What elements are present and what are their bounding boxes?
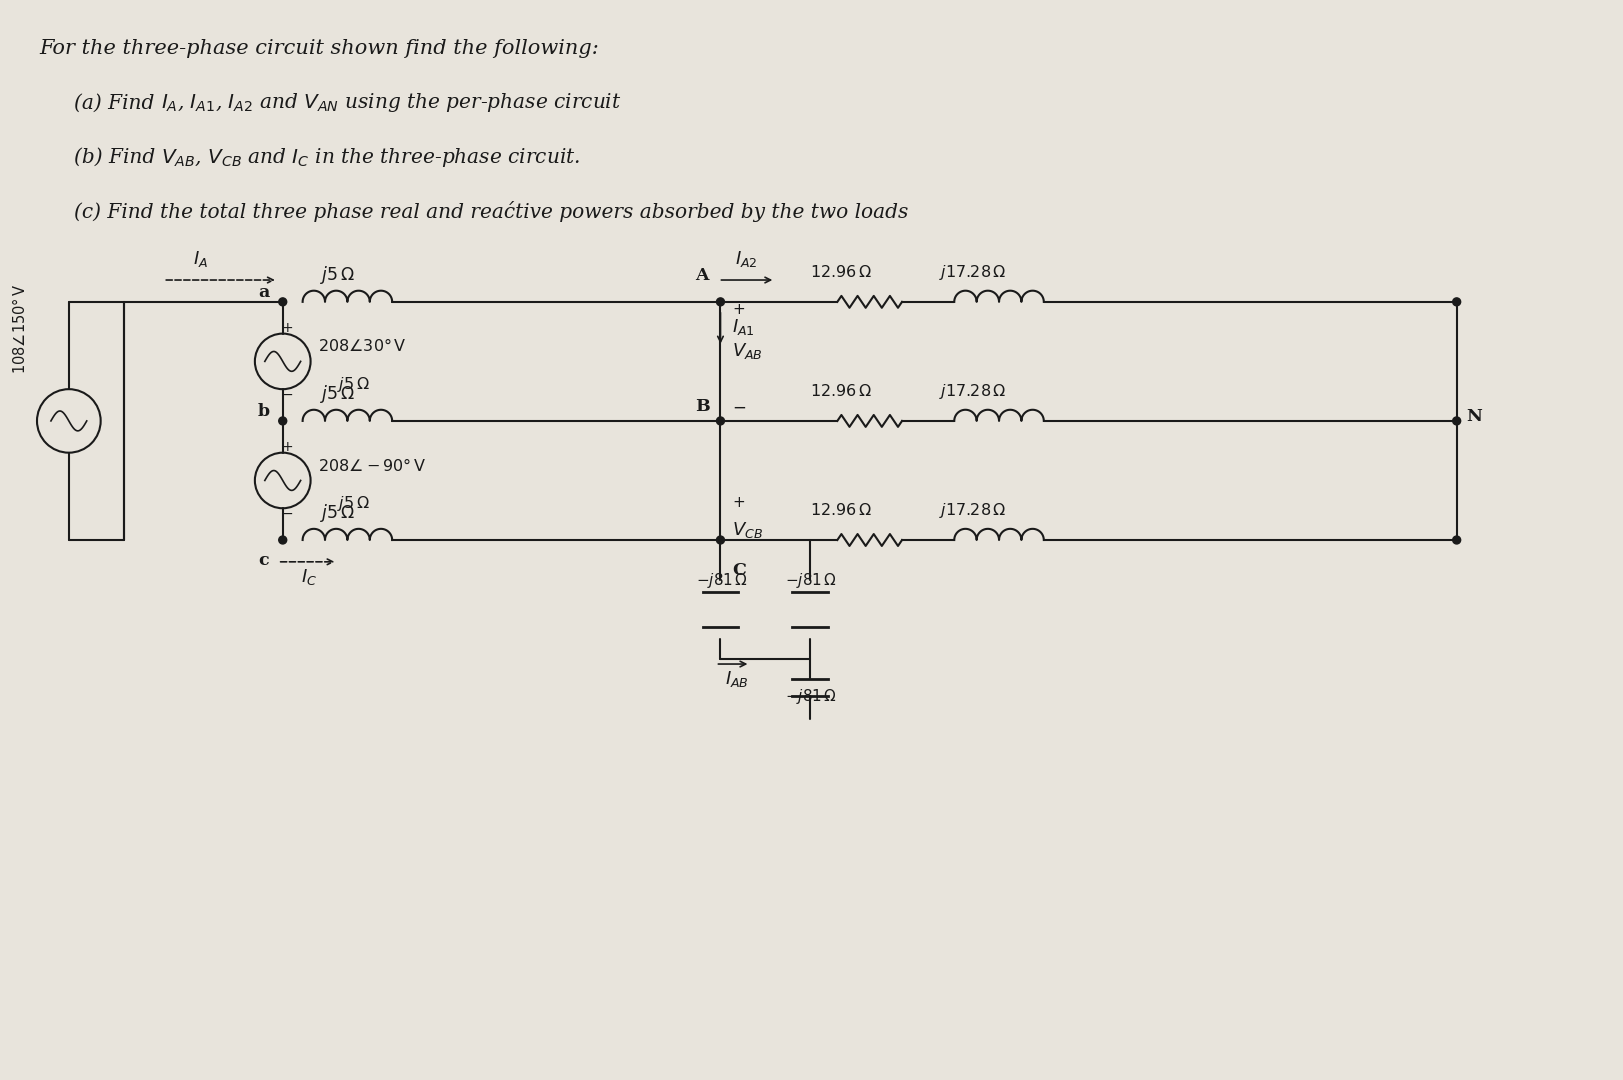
Text: b: b (258, 403, 269, 420)
Circle shape (716, 417, 724, 424)
Text: (b) Find: (b) Find (73, 148, 161, 167)
Circle shape (1453, 417, 1461, 424)
Text: $j5\,\Omega$: $j5\,\Omega$ (338, 495, 370, 513)
Text: $208\angle 30°\,\text{V}$: $208\angle 30°\,\text{V}$ (318, 338, 406, 355)
Text: $-j81\,\Omega$: $-j81\,\Omega$ (786, 687, 837, 705)
Text: $12.96\,\Omega$: $12.96\,\Omega$ (810, 383, 872, 400)
Text: (a) Find: (a) Find (73, 93, 161, 112)
Text: $j5\,\Omega$: $j5\,\Omega$ (320, 383, 355, 405)
Text: $V_{CB}$: $V_{CB}$ (732, 521, 763, 540)
Text: $I_C$: $I_C$ (300, 567, 316, 586)
Text: $208\angle -90°\,\text{V}$: $208\angle -90°\,\text{V}$ (318, 458, 425, 474)
Circle shape (1453, 536, 1461, 544)
Text: $j5\,\Omega$: $j5\,\Omega$ (320, 264, 355, 286)
Text: +: + (732, 301, 745, 316)
Text: $j17.28\,\Omega$: $j17.28\,\Omega$ (940, 264, 1006, 282)
Text: $12.96\,\Omega$: $12.96\,\Omega$ (810, 502, 872, 519)
Text: $I_A$, $I_{A1}$, $I_{A2}$ and $V_{AN}$ using the per-phase circuit: $I_A$, $I_{A1}$, $I_{A2}$ and $V_{AN}$ u… (161, 92, 622, 114)
Text: $j5\,\Omega$: $j5\,\Omega$ (320, 502, 355, 524)
Text: $j17.28\,\Omega$: $j17.28\,\Omega$ (940, 501, 1006, 521)
Circle shape (716, 298, 724, 306)
Text: −: − (732, 399, 747, 417)
Text: −: − (282, 508, 294, 522)
Text: $j17.28\,\Omega$: $j17.28\,\Omega$ (940, 382, 1006, 401)
Text: $108\angle 150°\,\text{V}$: $108\angle 150°\,\text{V}$ (11, 284, 28, 375)
Text: C: C (732, 562, 747, 579)
Circle shape (1453, 298, 1461, 306)
Text: $I_{A2}$: $I_{A2}$ (735, 249, 758, 269)
Text: +: + (732, 496, 745, 510)
Text: $-j81\,\Omega$: $-j81\,\Omega$ (696, 570, 748, 590)
Text: $12.96\,\Omega$: $12.96\,\Omega$ (810, 264, 872, 281)
Text: $I_{A1}$: $I_{A1}$ (732, 316, 755, 337)
Text: $j5\,\Omega$: $j5\,\Omega$ (338, 375, 370, 394)
Text: $V_{AB}$: $V_{AB}$ (732, 341, 763, 362)
Circle shape (279, 298, 287, 306)
Text: (c) Find the total three phase real and reaćtive powers absorbed by the two loa: (c) Find the total three phase real and … (73, 201, 909, 221)
Circle shape (279, 536, 287, 544)
Text: a: a (258, 284, 269, 301)
Text: $I_{AB}$: $I_{AB}$ (725, 669, 750, 689)
Text: $-j81\,\Omega$: $-j81\,\Omega$ (786, 570, 837, 590)
Text: +: + (282, 321, 294, 335)
Circle shape (279, 417, 287, 424)
Circle shape (716, 536, 724, 544)
Text: B: B (696, 399, 711, 415)
Text: −: − (282, 388, 294, 402)
Text: $I_A$: $I_A$ (193, 249, 208, 269)
Text: A: A (696, 267, 709, 284)
Text: +: + (282, 440, 294, 454)
Text: c: c (258, 552, 268, 569)
Text: N: N (1467, 408, 1482, 424)
Text: $V_{AB}$, $V_{CB}$ and $I_C$ in the three-phase circuit.: $V_{AB}$, $V_{CB}$ and $I_C$ in the thre… (161, 146, 581, 168)
Text: For the three-phase circuit shown find the following:: For the three-phase circuit shown find t… (39, 39, 599, 58)
